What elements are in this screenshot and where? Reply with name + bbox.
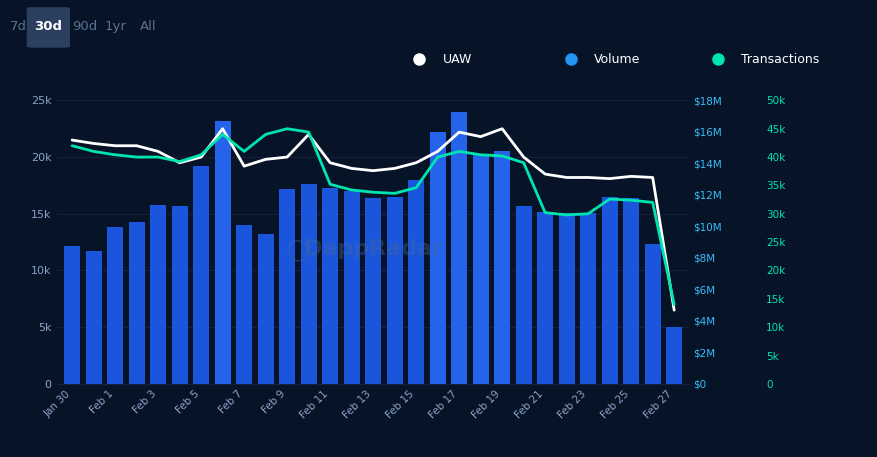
Bar — [128, 222, 145, 384]
Bar — [300, 184, 317, 384]
Bar — [472, 155, 488, 384]
Text: Transactions: Transactions — [740, 53, 818, 66]
Bar — [558, 213, 574, 384]
Bar — [601, 197, 617, 384]
Bar — [386, 197, 403, 384]
Bar — [666, 327, 681, 384]
Bar — [85, 251, 102, 384]
Bar — [257, 234, 274, 384]
Bar — [193, 166, 209, 384]
Bar — [322, 188, 338, 384]
Text: 1yr: 1yr — [104, 20, 126, 33]
Bar — [236, 225, 252, 384]
Text: Volume: Volume — [594, 53, 640, 66]
Bar — [214, 121, 231, 384]
Bar — [343, 191, 360, 384]
Text: DappRadar: DappRadar — [303, 239, 442, 259]
Bar — [580, 213, 595, 384]
Bar — [623, 198, 638, 384]
Bar — [429, 132, 446, 384]
Bar — [107, 228, 123, 384]
Bar — [515, 206, 531, 384]
FancyBboxPatch shape — [26, 7, 70, 48]
Text: 30d: 30d — [34, 20, 62, 33]
Bar — [365, 198, 381, 384]
Text: 7d: 7d — [10, 20, 27, 33]
Bar — [644, 244, 660, 384]
Bar — [494, 151, 510, 384]
Text: UAW: UAW — [442, 53, 471, 66]
Text: 90d: 90d — [73, 20, 97, 33]
Text: All: All — [140, 20, 157, 33]
Bar — [537, 212, 553, 384]
Bar — [279, 189, 295, 384]
Bar — [150, 205, 166, 384]
Bar — [408, 180, 424, 384]
Text: ○: ○ — [285, 235, 309, 263]
Bar — [171, 206, 188, 384]
Bar — [64, 245, 80, 384]
Bar — [451, 112, 467, 384]
